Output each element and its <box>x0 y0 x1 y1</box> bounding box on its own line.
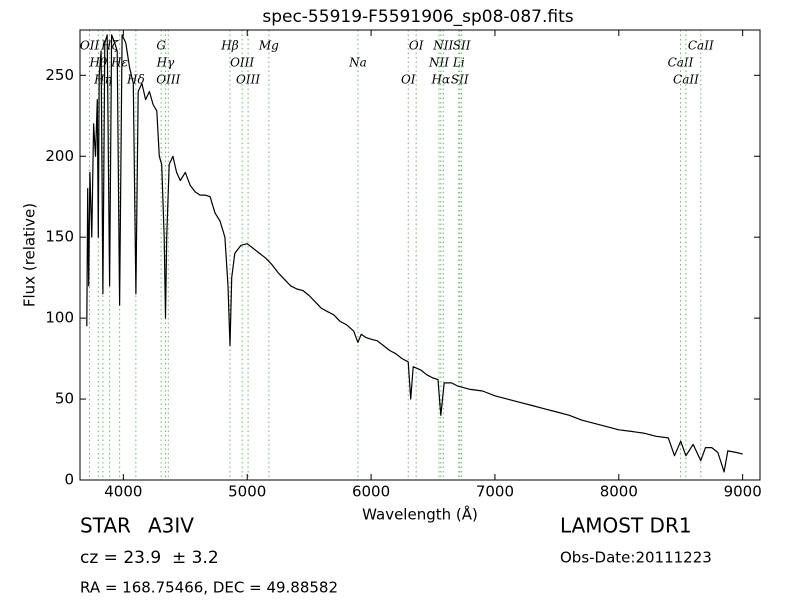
spectral-line-label: G <box>156 39 166 53</box>
plot-frame <box>79 29 761 481</box>
chart-title: spec-55919-F5591906_sp08-087.fits <box>262 7 573 27</box>
spectral-line-label: SII <box>453 39 471 53</box>
spectral-line-label: OIII <box>236 73 260 87</box>
spectral-line-label: NII <box>432 39 453 53</box>
spectral-line-label: SII <box>451 73 469 87</box>
y-tick-label: 250 <box>45 66 74 84</box>
spectral-line-label: OIII <box>230 56 254 70</box>
spectral-line-label: Hβ <box>220 39 238 53</box>
x-tick-label: 8000 <box>600 483 638 501</box>
survey: LAMOST DR1 <box>560 514 692 538</box>
spectral-line-label: Mg <box>258 39 279 53</box>
spectral-line-label: Na <box>348 56 367 70</box>
subclass: A3IV <box>148 514 194 538</box>
coordinates: RA = 168.75466, DEC = 49.88582 <box>80 579 338 597</box>
spectral-line-label: Hε <box>110 56 128 70</box>
y-tick-label: 200 <box>45 147 74 165</box>
redshift: cz = 23.9 ± 3.2 <box>80 548 219 568</box>
y-tick-label: 0 <box>64 471 74 489</box>
x-tick-label: 6000 <box>352 483 390 501</box>
spectral-line-label: Hγ <box>156 56 175 70</box>
x-tick-label: 9000 <box>724 483 762 501</box>
spectrum-line <box>86 34 743 473</box>
spectral-line-label: OI <box>401 73 416 87</box>
y-tick-label: 150 <box>45 228 74 246</box>
spectral-line-label: CaII <box>673 73 699 87</box>
y-tick-label: 100 <box>45 309 74 327</box>
x-tick-label: 5000 <box>228 483 266 501</box>
spectral-line-label: OII <box>80 39 100 53</box>
spectral-line-label: Hα <box>431 73 451 87</box>
obs-date: Obs-Date:20111223 <box>560 549 712 567</box>
y-tick-label: 50 <box>55 390 74 408</box>
y-axis-label: Flux (relative) <box>21 203 39 307</box>
spectral-line-label: CaII <box>668 56 694 70</box>
spectral-line-label: Hδ <box>126 73 145 87</box>
spectral-line-label: CaII <box>688 39 714 53</box>
object-type: STAR <box>80 514 131 538</box>
spectral-line-label: OIII <box>156 73 180 87</box>
x-axis-label: Wavelength (Å) <box>362 505 478 524</box>
x-tick-label: 4000 <box>104 483 142 501</box>
x-tick-label: 7000 <box>476 483 514 501</box>
spectral-line-label: NII <box>428 56 449 70</box>
spectral-line-label: Li <box>452 56 465 70</box>
spectral-line-label: OI <box>409 39 424 53</box>
